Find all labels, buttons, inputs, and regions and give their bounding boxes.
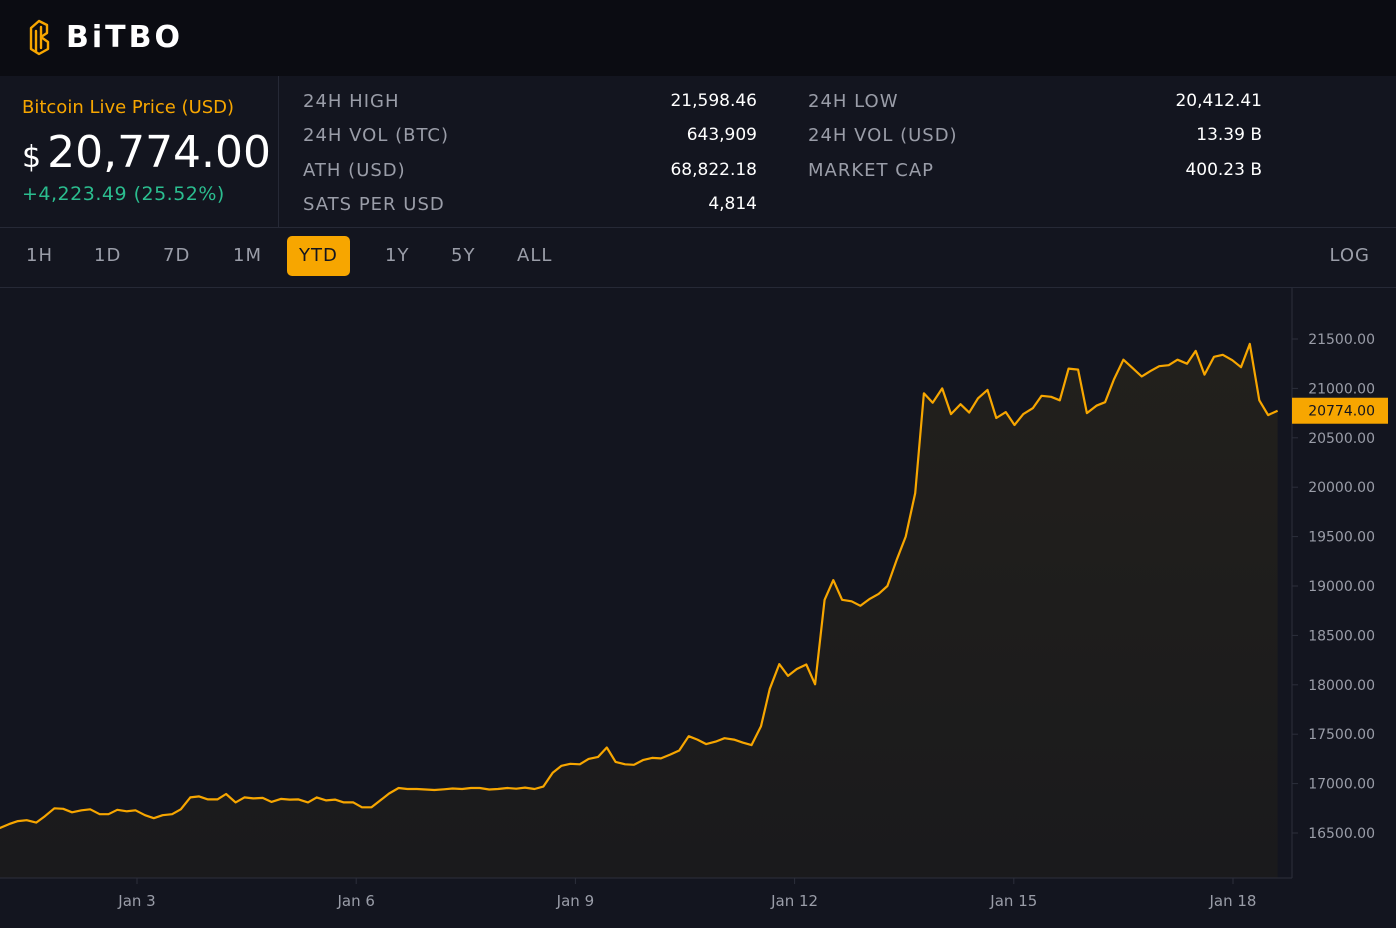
stat-24h-low: 24H LOW 20,412.41: [808, 89, 1262, 113]
tab-1m[interactable]: 1M: [233, 245, 262, 266]
stat-value: 68,822.18: [670, 160, 757, 180]
price-line: [0, 342, 1279, 830]
tab-1d[interactable]: 1D: [94, 245, 122, 266]
y-tick-label: 18500.00: [1308, 628, 1375, 644]
top-navbar: BiTBO: [0, 0, 1396, 76]
stat-label: 24H HIGH: [303, 90, 400, 112]
stat-24h-vol-btc: 24H VOL (BTC) 643,909: [303, 123, 757, 147]
stat-label: 24H VOL (BTC): [303, 124, 449, 146]
stat-value: 643,909: [686, 125, 757, 145]
x-tick-label: Jan 6: [336, 892, 374, 910]
x-tick-label: Jan 3: [117, 892, 155, 910]
price-value: $ 20,774.00: [22, 127, 271, 178]
stat-label: MARKET CAP: [808, 159, 934, 181]
y-tick-label: 18000.00: [1308, 678, 1375, 694]
y-tick-label: 20500.00: [1308, 431, 1375, 447]
stat-value: 20,412.41: [1175, 91, 1262, 111]
price-amount: 20,774.00: [47, 127, 272, 178]
x-tick-label: Jan 12: [770, 892, 818, 910]
y-tick-label: 20000.00: [1308, 480, 1375, 496]
currency-symbol: $: [22, 140, 42, 175]
y-tick-label: 19500.00: [1308, 530, 1375, 546]
y-tick-label: 17500.00: [1308, 727, 1375, 743]
y-axis-ticks: 16500.00 17000.00 17500.00 18000.00 18500.00…: [1292, 332, 1375, 842]
x-tick-label: Jan 15: [989, 892, 1037, 910]
price-area-fill: [0, 343, 1278, 878]
price-chart-svg[interactable]: 16500.00 17000.00 17500.00 18000.00 18500.00…: [0, 288, 1396, 924]
stat-sats-per-usd: SATS PER USD 4,814: [303, 192, 757, 216]
tab-1h[interactable]: 1H: [26, 245, 53, 266]
y-tick-label: 17000.00: [1308, 777, 1375, 793]
timeframe-tabs: 1H 1D 7D 1M YTD 1Y 5Y ALL LOG: [0, 227, 1396, 288]
y-tick-label: 16500.00: [1308, 826, 1375, 842]
bitbo-logo-icon: [29, 19, 50, 56]
stat-24h-vol-usd: 24H VOL (USD) 13.39 B: [808, 123, 1262, 147]
tab-7d[interactable]: 7D: [163, 245, 191, 266]
live-price-block: Bitcoin Live Price (USD) $ 20,774.00 +4,…: [0, 76, 279, 227]
stat-ath-usd: ATH (USD) 68,822.18: [303, 158, 757, 182]
current-price-badge: [1292, 397, 1388, 424]
bitbo-logo[interactable]: BiTBO: [26, 18, 183, 56]
price-label: Bitcoin Live Price (USD): [22, 97, 235, 118]
current-price-label: 20774.00: [1308, 404, 1375, 420]
stat-24h-high: 24H HIGH 21,598.46: [303, 89, 757, 113]
current-price-marker: 20774.00: [1292, 397, 1388, 424]
x-tick-label: Jan 18: [1209, 892, 1257, 910]
stat-label: SATS PER USD: [303, 193, 445, 215]
stat-market-cap: MARKET CAP 400.23 B: [808, 158, 1262, 182]
tab-5y[interactable]: 5Y: [451, 245, 476, 266]
y-tick-label: 21000.00: [1308, 381, 1375, 397]
market-stats-panel: Bitcoin Live Price (USD) $ 20,774.00 +4,…: [0, 76, 1396, 228]
y-tick-label: 21500.00: [1308, 332, 1375, 348]
x-tick-label: Jan 9: [556, 892, 594, 910]
stat-label: 24H VOL (USD): [808, 124, 958, 146]
tab-1y[interactable]: 1Y: [385, 245, 410, 266]
stat-label: ATH (USD): [303, 159, 406, 181]
y-tick-label: 19000.00: [1308, 579, 1375, 595]
x-axis-ticks: Jan 3 Jan 6 Jan 9 Jan 12 Jan 15 Jan 18: [117, 878, 1256, 910]
stat-value: 400.23 B: [1185, 160, 1262, 180]
tab-ytd[interactable]: YTD: [287, 236, 350, 276]
tab-all[interactable]: ALL: [517, 245, 553, 266]
log-scale-toggle[interactable]: LOG: [1329, 245, 1370, 266]
stat-value: 21,598.46: [670, 91, 757, 111]
price-chart[interactable]: 16500.00 17000.00 17500.00 18000.00 18500.00…: [0, 288, 1396, 924]
stat-label: 24H LOW: [808, 90, 899, 112]
stat-value: 13.39 B: [1196, 125, 1262, 145]
stat-value: 4,814: [708, 194, 757, 214]
price-change: +4,223.49 (25.52%): [22, 183, 225, 205]
brand-name: BiTBO: [66, 19, 183, 55]
